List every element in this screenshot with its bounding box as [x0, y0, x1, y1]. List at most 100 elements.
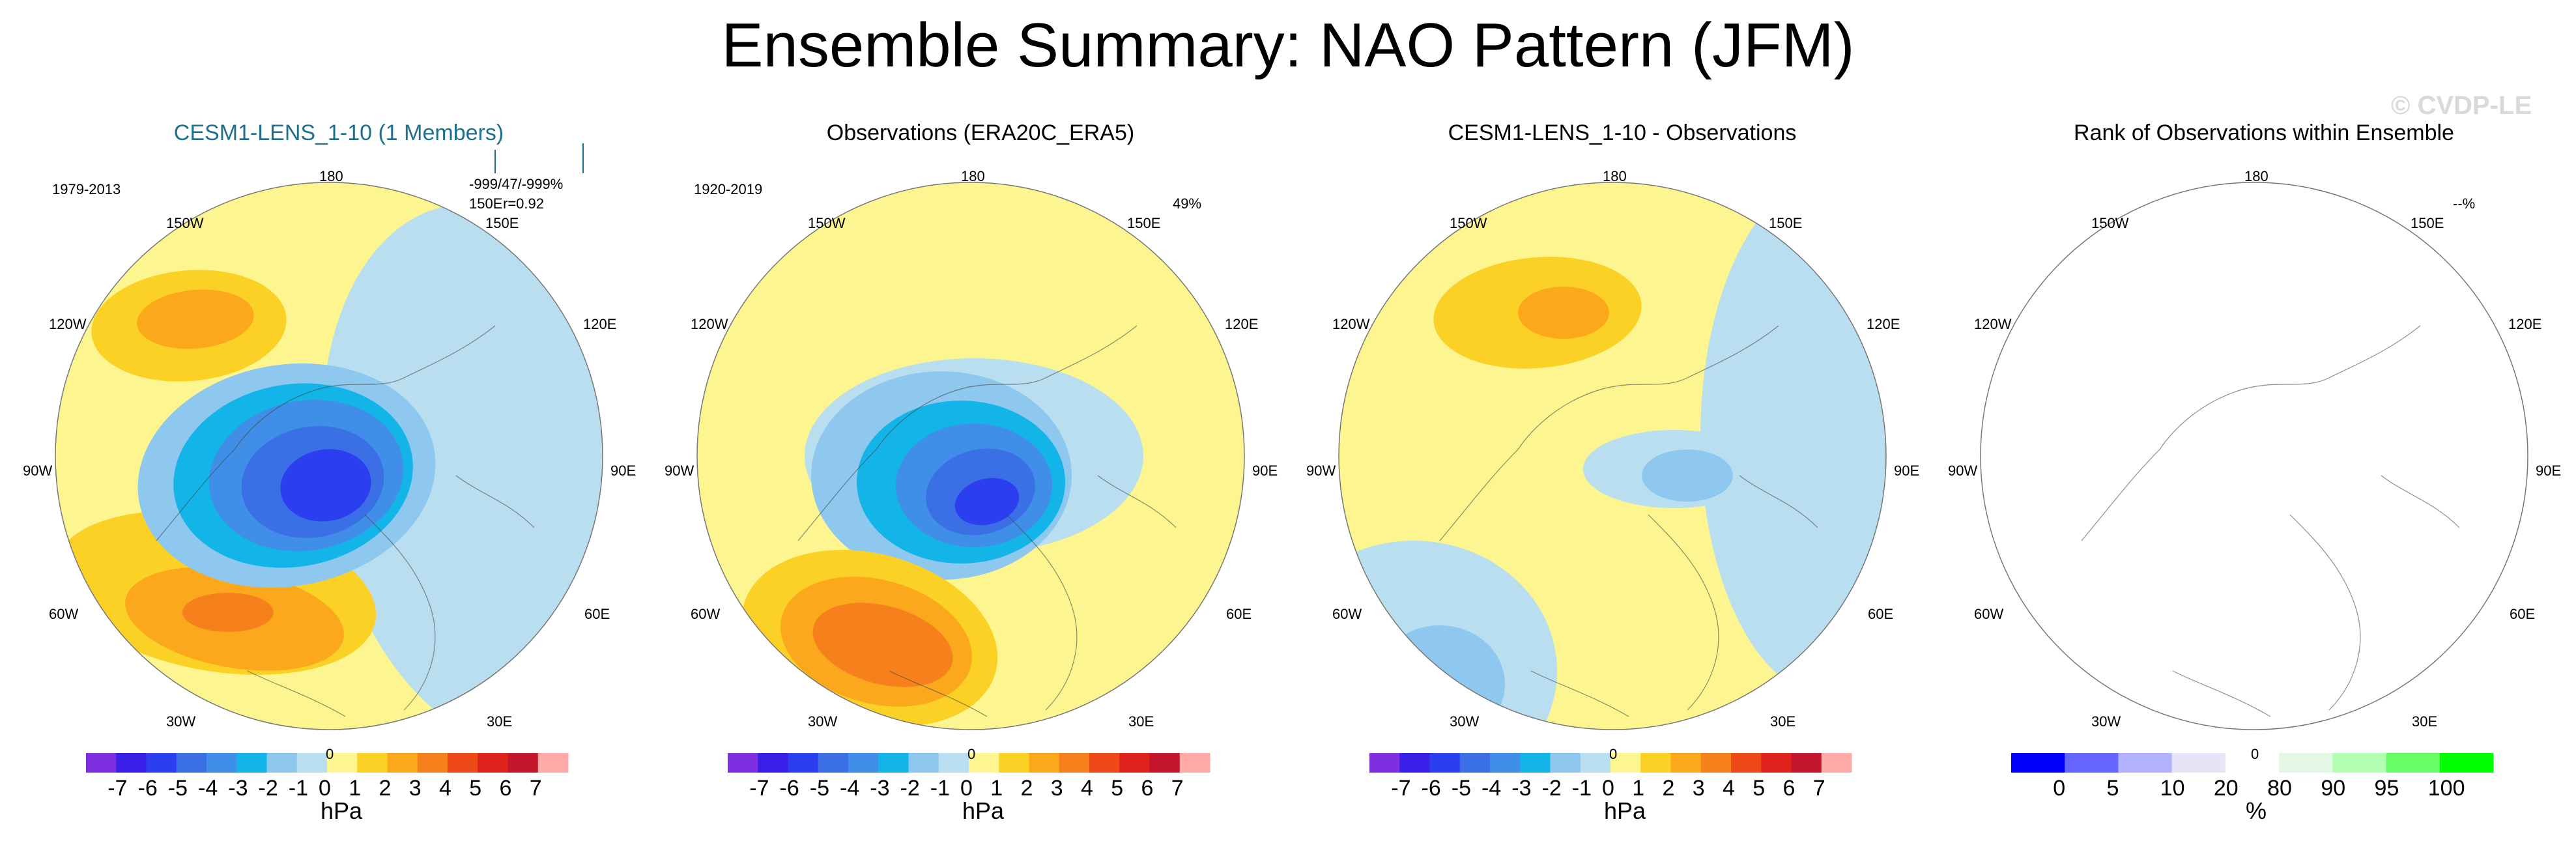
corner-percent: --%	[2453, 195, 2476, 212]
colorbar-tick: -5	[167, 776, 188, 801]
period-label: 1920-2019	[694, 181, 763, 197]
colorbar-swatch	[1821, 753, 1852, 773]
colorbar-tick: 5	[1111, 776, 1124, 801]
colorbar-tick: 2	[379, 776, 392, 801]
colorbar-tick: 90	[2321, 776, 2346, 801]
lon-label-top: 180	[2244, 168, 2268, 184]
colorbar-swatch	[1059, 753, 1090, 773]
colorbar-swatch	[2011, 753, 2065, 773]
colorbar-tick: -1	[1571, 776, 1592, 801]
colorbar-swatch	[236, 753, 267, 773]
colorbar-tick: 0	[2053, 776, 2066, 801]
colorbar-tick: 3	[1050, 776, 1063, 801]
panel-title: CESM1-LENS_1-10 - Observations	[1448, 121, 1797, 145]
lon-label-lr: 60E	[1226, 606, 1252, 622]
colorbar-tick: 0	[319, 776, 331, 801]
colorbar-swatch	[2279, 753, 2333, 773]
colorbar-tick: -4	[840, 776, 860, 801]
colorbar-swatch	[1149, 753, 1181, 773]
colorbar-unit: hPa	[321, 797, 363, 824]
lon-label-br: 30E	[1128, 713, 1154, 730]
colorbar-swatch	[999, 753, 1029, 773]
colorbar-swatch	[1791, 753, 1822, 773]
colorbar-tick: 1	[1632, 776, 1645, 801]
map-boundary	[55, 182, 603, 730]
colorbar-tick: 3	[1692, 776, 1705, 801]
colorbar-unit: hPa	[962, 797, 1005, 824]
lon-label-ml: 120W	[1974, 316, 2012, 332]
colorbar-tick: 10	[2160, 776, 2185, 801]
colorbar-swatch	[1369, 753, 1400, 773]
lon-label-bl: 30W	[2091, 713, 2121, 730]
coastline	[797, 325, 1177, 717]
colorbar-swatch	[357, 753, 388, 773]
lon-label-ml: 120W	[691, 316, 728, 332]
colorbar-swatch	[508, 753, 539, 773]
colorbar-swatch	[1399, 753, 1430, 773]
colorbar-tick: 6	[499, 776, 512, 801]
colorbar-swatch	[327, 753, 358, 773]
lon-label-ul: 150W	[166, 215, 204, 231]
colorbar-swatch	[1610, 753, 1641, 773]
colorbar-swatch	[2386, 753, 2440, 773]
lon-label-l: 90W	[23, 463, 53, 479]
panel-1: CESM1-LENS_1-10 (1 Members) 180 150W 150E 12…	[23, 111, 638, 841]
colorbar-swatch	[969, 753, 999, 773]
lon-label-bl: 30W	[808, 713, 838, 730]
lon-label-l: 90W	[1948, 463, 1978, 479]
colorbar-tick: 4	[1081, 776, 1093, 801]
lon-label-bottom: 0	[2251, 746, 2259, 762]
lon-label-ll: 60W	[1332, 606, 1362, 622]
colorbar-swatch	[758, 753, 788, 773]
panel-title: Observations (ERA20C_ERA5)	[826, 121, 1135, 145]
lon-label-ll: 60W	[1974, 606, 2004, 622]
atlantic-neg-core	[1375, 625, 1505, 730]
colorbar-tick: -7	[1391, 776, 1411, 801]
colorbar-tick: -7	[107, 776, 128, 801]
colorbar-tick: 80	[2267, 776, 2292, 801]
colorbar-tick: 0	[1602, 776, 1614, 801]
colorbar-swatch	[387, 753, 418, 773]
lon-label-ul: 150W	[1450, 215, 1487, 231]
lon-label-mr: 120E	[1225, 316, 1259, 332]
lon-label-r: 90E	[1894, 463, 1920, 479]
lon-label-mr: 120E	[583, 316, 617, 332]
colorbar-swatch	[146, 753, 177, 773]
colorbar-tick: 0	[960, 776, 973, 801]
lon-label-top: 180	[961, 168, 985, 184]
lon-label-br: 30E	[1770, 713, 1796, 730]
atlantic-high-peak	[182, 593, 274, 632]
colorbar-tick: 95	[2374, 776, 2399, 801]
colorbar-swatch	[1179, 753, 1210, 773]
colorbar-tick: -2	[258, 776, 278, 801]
colorbar-tick: 20	[2213, 776, 2239, 801]
lon-label-ur: 150E	[1127, 215, 1161, 231]
colorbar-tick: -2	[900, 776, 920, 801]
colorbar-swatch	[878, 753, 909, 773]
colorbar-tick: -6	[1421, 776, 1441, 801]
lon-label-ll: 60W	[49, 606, 79, 622]
figure-title: Ensemble Summary: NAO Pattern (JFM)	[721, 10, 1855, 80]
colorbar-swatch	[2171, 753, 2226, 773]
icelandic-low-core	[280, 449, 371, 522]
colorbar-tick: 2	[1662, 776, 1675, 801]
colorbar-tick: 5	[1753, 776, 1766, 801]
colorbar-swatch	[1119, 753, 1150, 773]
coastline	[2081, 325, 2460, 717]
lon-label-r: 90E	[610, 463, 637, 479]
colorbar-swatch	[2332, 753, 2387, 773]
colorbar-swatch	[818, 753, 849, 773]
colorbar-tick: 3	[408, 776, 422, 801]
lon-label-br: 30E	[2412, 713, 2438, 730]
lon-label-ll: 60W	[691, 606, 721, 622]
colorbar-swatch	[537, 753, 569, 773]
colorbar-swatch	[266, 753, 298, 773]
contour-field	[1981, 182, 2528, 730]
colorbar-swatch	[296, 753, 328, 773]
colorbar-swatch	[1089, 753, 1120, 773]
colorbar-unit: hPa	[1604, 797, 1646, 824]
colorbar-swatch	[116, 753, 147, 773]
period-label: 1979-2013	[52, 181, 121, 197]
colorbar-swatch	[2065, 753, 2119, 773]
colorbar-swatch	[1550, 753, 1581, 773]
